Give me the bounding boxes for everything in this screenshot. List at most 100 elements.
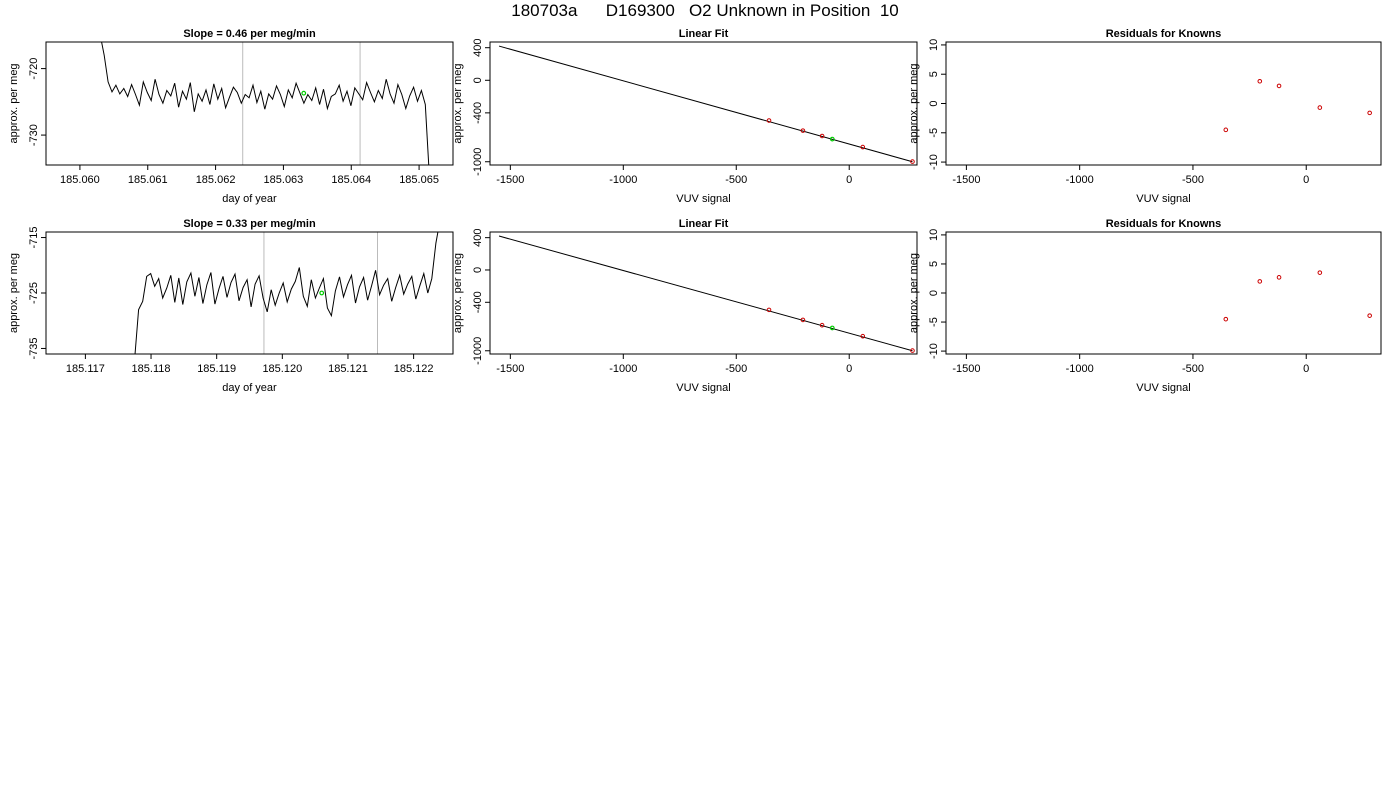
x-tick-label: 0	[846, 174, 852, 186]
x-axis-label: day of year	[222, 382, 277, 394]
unknown-point	[319, 290, 325, 296]
known-point-4	[1317, 270, 1323, 275]
plot-area	[498, 235, 915, 353]
plot-area	[134, 232, 439, 354]
y-tick-label: -10	[928, 343, 940, 359]
fit-line	[498, 235, 913, 352]
y-tick-label: -715	[28, 227, 40, 249]
unknown-point	[829, 136, 835, 142]
y-tick-label: -735	[28, 337, 40, 359]
y-tick-label: -730	[28, 124, 40, 146]
series-line	[101, 42, 430, 165]
page-title: 180703a D169300 O2 Unknown in Position 1…	[511, 1, 899, 20]
y-tick-label: 10	[928, 39, 940, 51]
y-tick-label: -400	[472, 291, 484, 313]
known-point-3	[1276, 83, 1282, 89]
y-axis-label: approx. per meg	[908, 63, 920, 143]
known-point-3	[819, 133, 825, 139]
known-point-5	[1367, 110, 1372, 116]
plot-frame	[489, 41, 918, 166]
x-tick-label: 185.065	[399, 174, 439, 186]
y-tick-label: -725	[28, 282, 40, 304]
y-tick-label: 0	[472, 267, 484, 273]
unknown-point	[301, 90, 307, 96]
y-tick-label: -400	[472, 102, 484, 124]
plot-frame	[945, 41, 1382, 166]
y-tick-label: 5	[928, 71, 940, 77]
plot-area	[1223, 270, 1372, 322]
y-tick-label: 0	[928, 100, 940, 106]
chart-title: Residuals for Knowns	[1106, 28, 1222, 40]
x-tick-label: 185.122	[394, 363, 434, 375]
y-tick-label: -5	[928, 317, 940, 327]
fit-line	[498, 45, 913, 163]
x-tick-label: 185.119	[197, 363, 236, 375]
known-point-5	[910, 348, 915, 353]
y-axis-label: approx. per meg	[8, 63, 20, 143]
panel-time-series-2: Slope = 0.33 per meg/min 185.117 185.118 18…	[8, 218, 454, 394]
x-tick-label: -1000	[1066, 363, 1094, 375]
known-point-5	[910, 159, 915, 164]
known-point-1	[1223, 316, 1229, 322]
x-tick-label: 0	[1303, 363, 1309, 375]
x-axis-label: day of year	[222, 193, 277, 205]
known-point-5	[1367, 313, 1372, 318]
plot-frame	[945, 231, 1382, 355]
panel-linear-fit-2: Linear Fit -1500 -1000 -500 0 VUV signal 400 0 -…	[452, 218, 918, 394]
x-tick-label: 185.120	[262, 363, 302, 375]
known-point-2	[1257, 78, 1263, 84]
y-tick-label: 400	[472, 39, 484, 57]
panel-residuals-2: Residuals for Knowns -1500 -1000 -500 0 VUV s…	[908, 218, 1382, 394]
chart-title: Slope = 0.33 per meg/min	[183, 218, 316, 230]
y-tick-label: -720	[28, 58, 40, 80]
x-axis-label: VUV signal	[676, 193, 730, 205]
known-point-4	[1317, 105, 1323, 110]
known-point-1	[766, 307, 772, 313]
x-tick-label: 0	[1303, 174, 1309, 186]
y-tick-label: 400	[472, 228, 484, 246]
x-tick-label: 185.118	[132, 363, 171, 375]
chart-title: Residuals for Knowns	[1106, 218, 1222, 230]
known-point-2	[800, 317, 806, 323]
known-point-3	[819, 322, 825, 328]
plot-frame	[45, 41, 454, 166]
x-tick-label: -500	[725, 363, 747, 375]
y-tick-label: 5	[928, 261, 940, 267]
y-axis-label: approx. per meg	[908, 253, 920, 333]
known-point-4	[860, 333, 866, 339]
known-point-3	[1276, 275, 1282, 280]
panel-residuals-1: Residuals for Knowns -1500 -1000 -500 0 VUV s…	[908, 28, 1382, 205]
x-tick-label: 185.061	[128, 174, 168, 186]
x-tick-label: -1500	[952, 363, 980, 375]
x-tick-label: -1500	[496, 174, 524, 186]
x-tick-label: -1500	[952, 174, 980, 186]
known-point-2	[1257, 279, 1263, 284]
y-tick-label: 10	[928, 229, 940, 241]
x-tick-label: -500	[1182, 174, 1204, 186]
x-tick-label: -1500	[496, 363, 524, 375]
x-tick-label: 185.063	[264, 174, 304, 186]
x-tick-label: 185.117	[66, 363, 105, 375]
y-tick-label: 0	[928, 290, 940, 296]
x-tick-label: 185.064	[331, 174, 371, 186]
known-point-4	[860, 144, 866, 150]
x-tick-label: 185.060	[60, 174, 100, 186]
x-tick-label: -500	[725, 174, 747, 186]
x-axis-label: VUV signal	[676, 382, 730, 394]
x-tick-label: 0	[846, 363, 852, 375]
plot-area	[498, 45, 915, 164]
x-tick-label: -1000	[609, 174, 637, 186]
chart-title: Linear Fit	[679, 218, 729, 230]
known-point-1	[1223, 127, 1229, 133]
x-axis-label: VUV signal	[1136, 193, 1190, 205]
unknown-point	[829, 325, 835, 331]
y-tick-label: -10	[928, 154, 940, 170]
x-tick-label: -500	[1182, 363, 1204, 375]
x-tick-label: 185.062	[196, 174, 236, 186]
plot-area	[101, 42, 430, 165]
panel-time-series-1: Slope = 0.46 per meg/min 185.060 185.061 18…	[8, 28, 454, 205]
y-tick-label: -5	[928, 128, 940, 138]
plot-area	[1223, 78, 1372, 133]
y-tick-label: 0	[472, 77, 484, 83]
